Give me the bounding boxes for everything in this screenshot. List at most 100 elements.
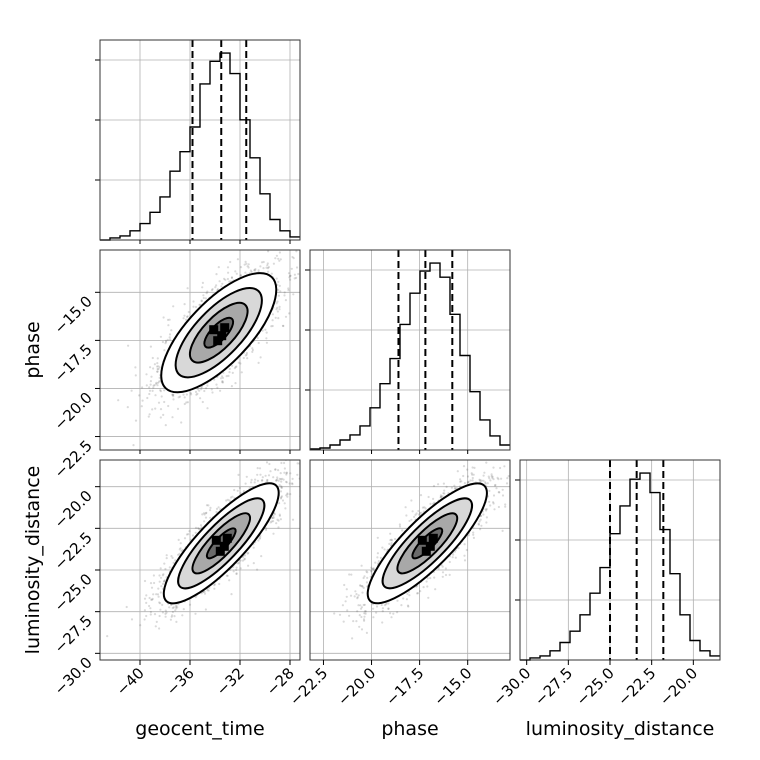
scatter-point xyxy=(276,310,279,313)
y-tick-label: −22.5 xyxy=(51,437,96,482)
scatter-point xyxy=(171,416,174,419)
scatter-point xyxy=(175,604,178,607)
scatter-point xyxy=(145,594,148,597)
scatter-point xyxy=(186,315,189,318)
scatter-point xyxy=(173,615,176,618)
panel-content xyxy=(100,460,307,660)
scatter-point xyxy=(172,305,175,308)
scatter-point xyxy=(170,555,173,558)
scatter-point xyxy=(236,489,239,492)
scatter-point xyxy=(168,336,171,339)
scatter-point xyxy=(266,479,269,482)
scatter-point xyxy=(211,391,214,394)
scatter-point xyxy=(278,251,281,254)
scatter-point xyxy=(244,260,247,263)
scatter-point xyxy=(283,294,286,297)
scatter-point xyxy=(260,555,263,558)
scatter-point xyxy=(277,288,280,291)
scatter-point xyxy=(254,478,257,481)
scatter-point xyxy=(280,486,283,489)
scatter-point xyxy=(245,475,248,478)
scatter-point xyxy=(194,531,197,534)
panel-frame xyxy=(309,249,511,451)
scatter-point xyxy=(275,479,278,482)
scatter-point xyxy=(271,319,274,322)
scatter-point xyxy=(265,528,268,532)
scatter-point xyxy=(172,393,175,396)
scatter-point xyxy=(171,606,174,610)
scatter-point xyxy=(206,589,209,592)
scatter-point xyxy=(275,277,278,280)
scatter-point xyxy=(278,308,281,311)
scatter-point xyxy=(138,394,141,397)
scatter-point xyxy=(226,266,230,269)
scatter-point xyxy=(182,317,185,320)
scatter-point xyxy=(165,340,168,343)
scatter-point xyxy=(277,257,280,260)
scatter-point xyxy=(163,579,166,582)
scatter-point xyxy=(282,324,285,328)
scatter-point xyxy=(170,329,173,332)
scatter-point xyxy=(183,396,186,399)
scatter-point xyxy=(215,284,218,287)
scatter-point xyxy=(161,611,164,614)
scatter-point xyxy=(226,498,229,501)
scatter-point xyxy=(302,312,304,314)
scatter-point xyxy=(245,353,248,356)
scatter-point xyxy=(159,416,162,419)
scatter-point xyxy=(219,389,222,392)
scatter-point xyxy=(158,380,161,383)
scatter-point xyxy=(145,601,148,605)
scatter-point xyxy=(171,610,174,614)
scatter-point xyxy=(152,593,155,596)
scatter-point xyxy=(174,605,177,608)
scatter-point xyxy=(176,407,180,410)
scatter-point xyxy=(152,384,155,387)
scatter-point xyxy=(288,274,292,277)
scatter-point xyxy=(272,516,275,519)
scatter-point xyxy=(156,370,159,373)
scatter-point xyxy=(172,561,175,564)
scatter-point xyxy=(276,237,278,239)
scatter-point xyxy=(229,496,233,499)
scatter-point xyxy=(213,378,216,381)
scatter-point xyxy=(132,444,135,447)
scatter-point xyxy=(203,389,206,393)
scatter-point xyxy=(183,314,186,317)
scatter-point xyxy=(266,264,269,267)
scatter-point xyxy=(250,481,253,484)
scatter-point xyxy=(224,278,227,281)
scatter-point xyxy=(285,235,287,237)
scatter-point xyxy=(287,287,290,290)
scatter-point xyxy=(256,473,259,476)
scatter-point xyxy=(278,484,281,487)
scatter-point xyxy=(291,518,295,521)
scatter-point xyxy=(186,287,189,290)
scatter-point xyxy=(200,299,203,302)
scatter-point xyxy=(177,553,180,556)
scatter-point xyxy=(190,393,193,396)
scatter-point xyxy=(210,388,213,391)
scatter-point xyxy=(220,285,223,288)
scatter-point xyxy=(234,382,237,385)
scatter-point xyxy=(256,568,259,571)
scatter-point xyxy=(207,589,210,592)
scatter-point xyxy=(239,274,242,277)
scatter-point xyxy=(279,258,282,261)
scatter-point xyxy=(220,375,224,378)
scatter-point xyxy=(189,392,192,395)
scatter-point xyxy=(276,306,279,309)
scatter-point xyxy=(158,614,161,618)
scatter-point xyxy=(179,542,182,545)
scatter-point xyxy=(283,467,286,470)
scatter-point xyxy=(150,598,153,601)
scatter-point xyxy=(221,376,224,379)
scatter-point xyxy=(271,313,274,316)
scatter-point xyxy=(283,502,286,505)
scatter-point xyxy=(211,288,214,291)
scatter-point xyxy=(231,371,234,374)
scatter-point xyxy=(305,465,307,467)
scatter-point xyxy=(166,338,169,341)
scatter-point xyxy=(278,477,281,480)
